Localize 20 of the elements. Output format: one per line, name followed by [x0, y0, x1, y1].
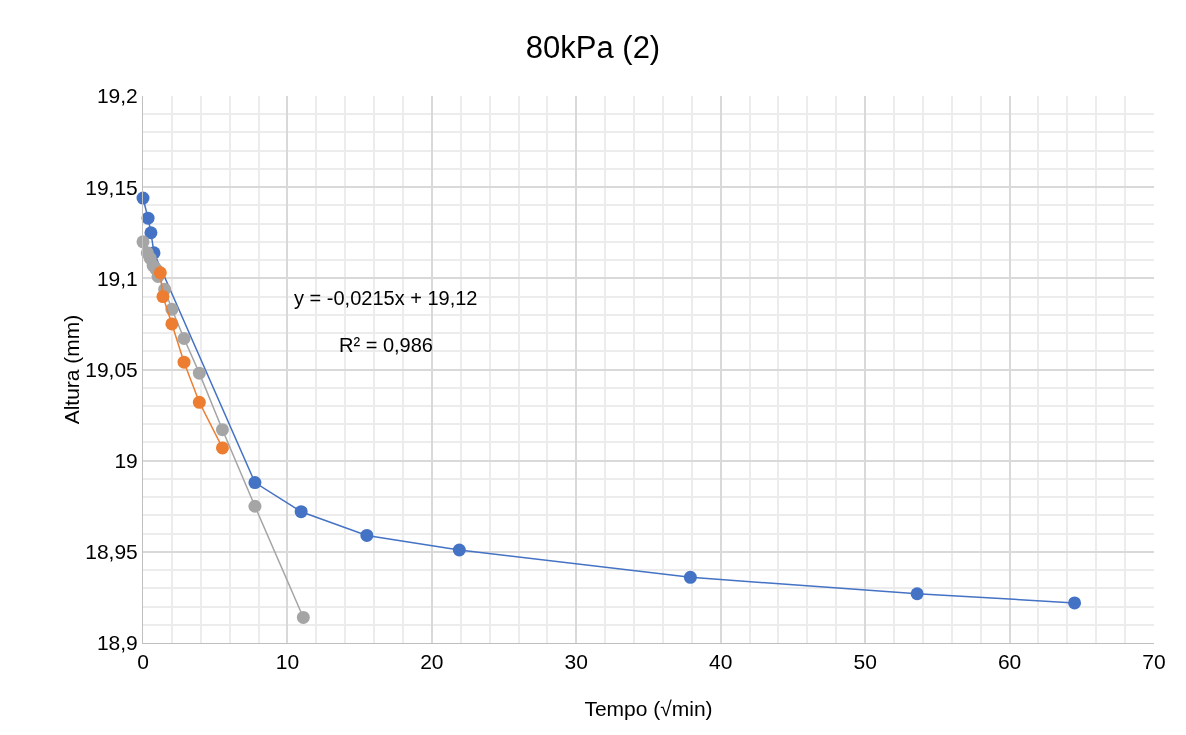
y-tick-label: 19,1	[96, 266, 138, 290]
x-tick-label: 20	[420, 650, 444, 674]
y-tick-label: 19,15	[85, 175, 138, 199]
y-tick-label: 19,2	[96, 84, 138, 108]
x-tick-label: 10	[275, 650, 300, 674]
annotation: y = -0,0215x + 19,12	[294, 287, 478, 309]
annotation: R² = 0,986	[339, 334, 433, 356]
y-tick-label: 18,9	[96, 631, 138, 655]
x-tick-label: 50	[853, 650, 877, 674]
x-tick-label: 40	[709, 650, 733, 674]
y-tick-label: 19	[114, 449, 138, 473]
x-tick-label: 30	[564, 650, 588, 674]
y-tick-label: 18,95	[85, 540, 138, 564]
y-axis-title: Altura (mm)	[60, 314, 84, 425]
x-axis-title: Tempo (√min)	[584, 697, 713, 720]
y-tick-label: 19,05	[85, 357, 138, 381]
x-tick-label: 70	[1142, 650, 1166, 674]
chart-title: 80kPa (2)	[525, 30, 661, 66]
x-tick-label: 60	[997, 650, 1022, 674]
x-tick-label: 0	[137, 650, 149, 674]
